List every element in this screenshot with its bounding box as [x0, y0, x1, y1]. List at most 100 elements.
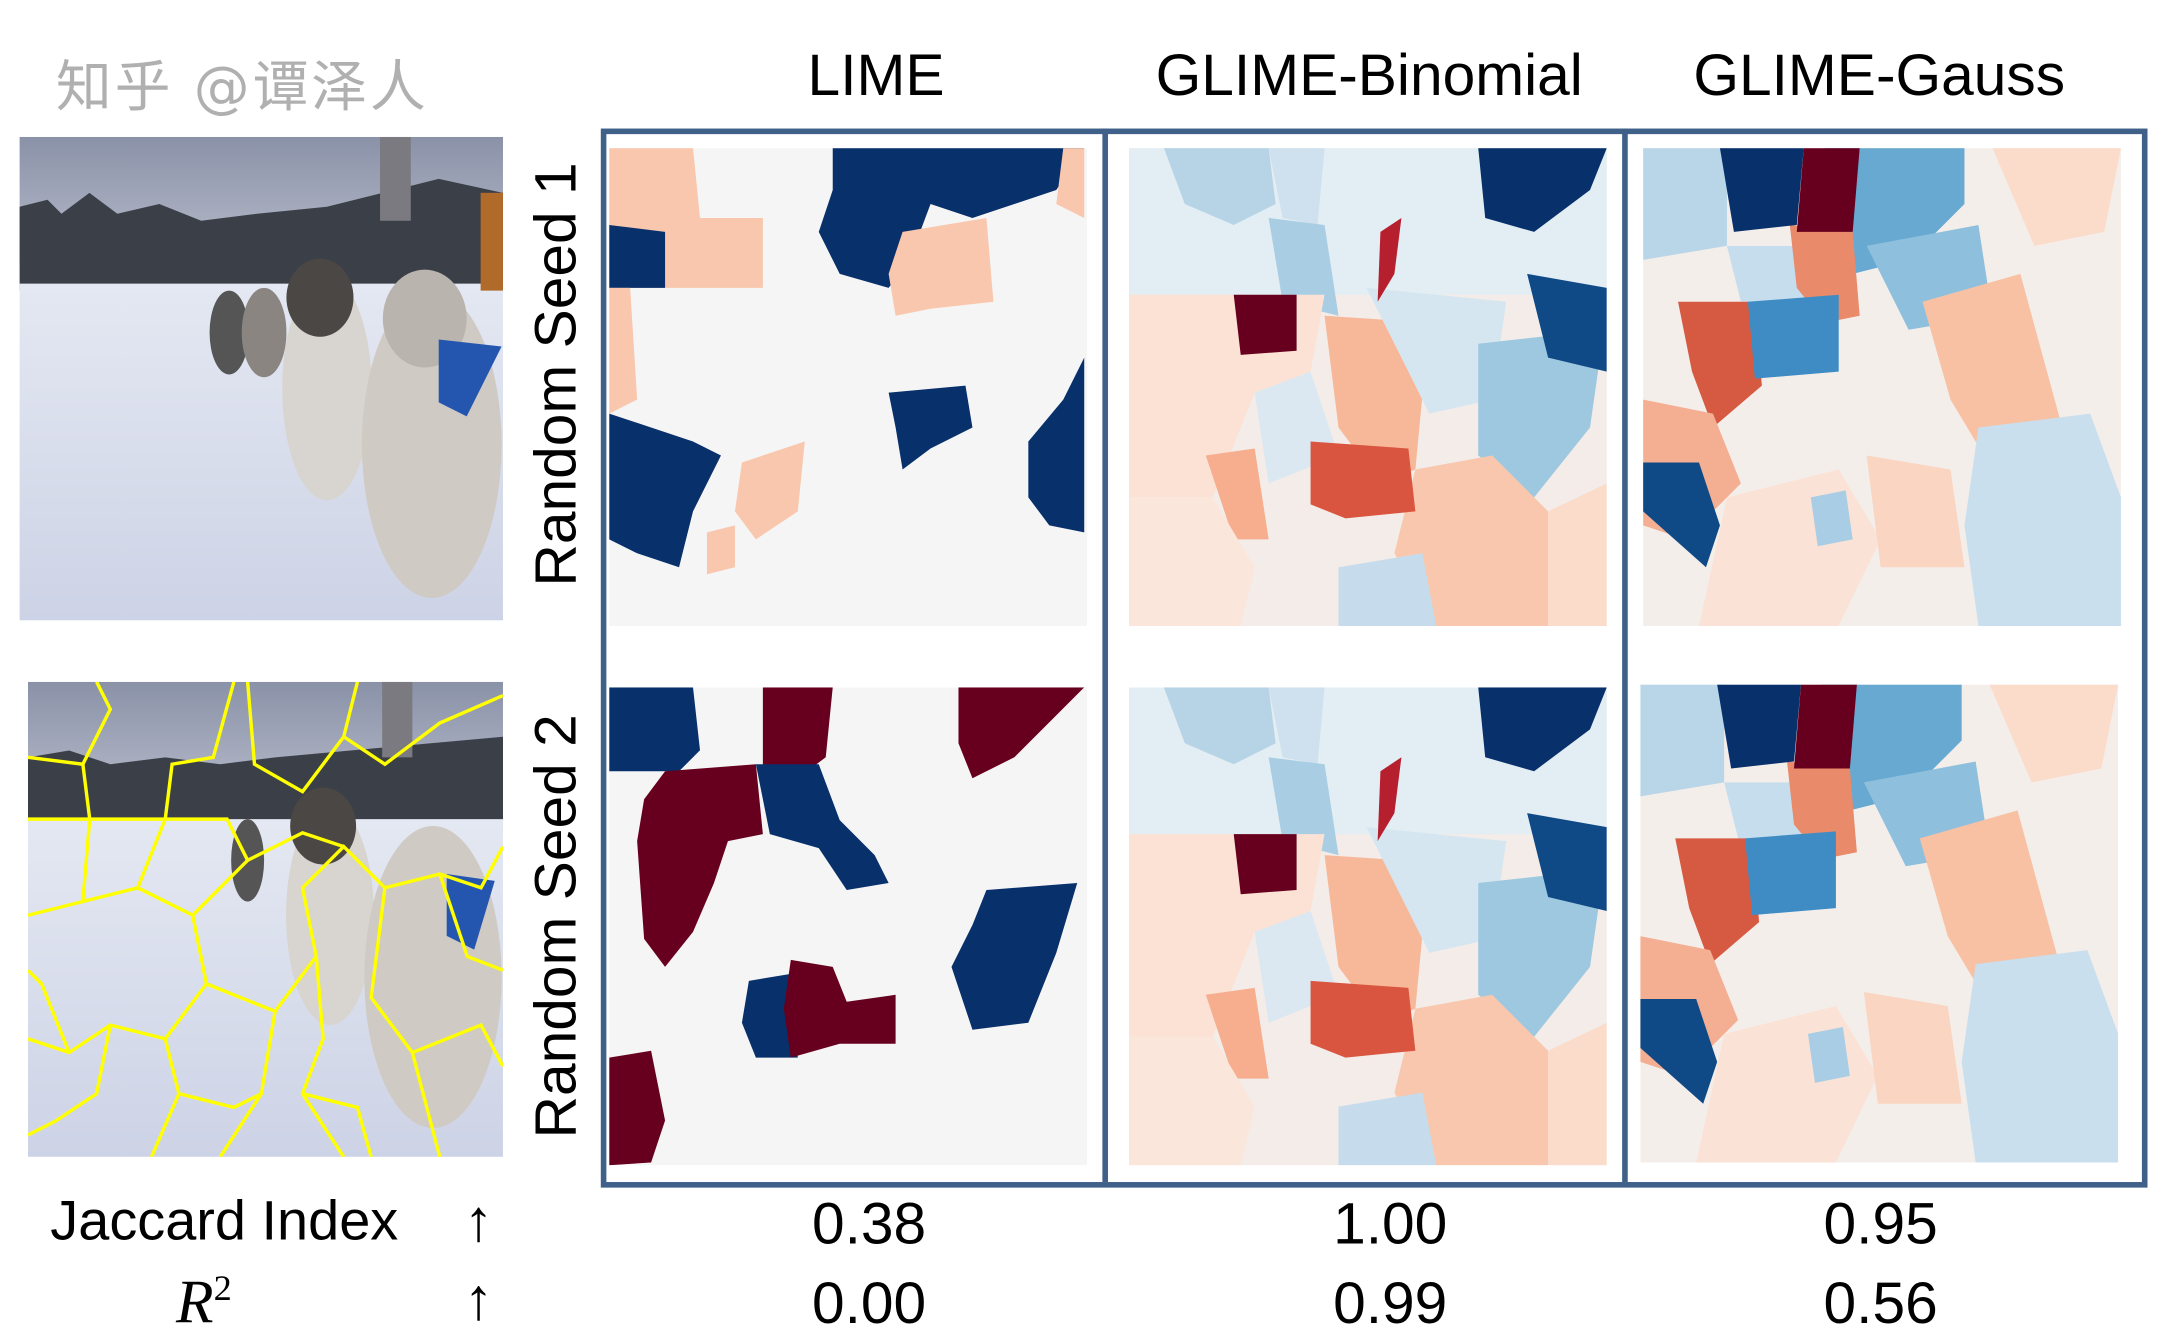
superpixel-region — [888, 217, 994, 316]
superpixel-region — [609, 287, 638, 414]
jaccard-index-label: Jaccard Index — [50, 1190, 399, 1252]
r-squared-exponent: 2 — [213, 1267, 232, 1309]
glime-binomial-seed-1-heatmap — [1128, 148, 1607, 626]
superpixel-region — [1964, 413, 2121, 626]
superpixel-region — [609, 687, 700, 772]
superpixel-region — [1961, 950, 2119, 1163]
superpixel-region — [1366, 287, 1507, 414]
superpixel-region — [1233, 294, 1297, 355]
superpixel-region — [1338, 1092, 1437, 1166]
superpixel-region — [1745, 831, 1836, 916]
superpixel-region — [1478, 869, 1604, 1037]
watermark: 知乎 @谭泽人 — [55, 55, 429, 121]
superpixel-region — [1794, 684, 1857, 769]
superpixel-region — [1377, 217, 1402, 302]
jaccard-glime-binomial: 1.00 — [1333, 1190, 1448, 1257]
column-divider — [1622, 128, 1628, 1183]
superpixel-region — [706, 525, 735, 575]
superpixel-region — [1028, 357, 1085, 533]
superpixel-region — [783, 959, 896, 1058]
r-squared-label: R2 — [176, 1266, 232, 1337]
superpixel-region — [1717, 684, 1801, 769]
superpixel-region — [1527, 273, 1607, 372]
superpixel-region — [1866, 455, 1965, 568]
r2-glime-binomial: 0.99 — [1333, 1270, 1448, 1336]
glime-gauss-seed-1-heatmap — [1643, 148, 2121, 626]
superpixel-region — [1548, 483, 1607, 626]
superpixel-region — [1821, 684, 1962, 811]
r2-lime: 0.00 — [811, 1270, 927, 1336]
superpixel-region — [1377, 757, 1402, 842]
superpixel-region — [1205, 448, 1269, 540]
superpixel-region — [1643, 148, 1727, 260]
column-divider — [1102, 128, 1108, 1183]
superpixel-region — [1922, 273, 2063, 470]
superpixel-region — [741, 973, 798, 1058]
superpixel-region — [609, 224, 666, 288]
superpixel-region — [1796, 148, 1860, 232]
superpixel-region — [1824, 148, 1965, 274]
superpixel-region — [1233, 834, 1297, 895]
input-image-superpixels — [27, 681, 503, 1157]
jaccard-lime: 0.38 — [811, 1190, 927, 1257]
superpixel-region — [1163, 148, 1276, 225]
superpixel-region — [1205, 987, 1269, 1079]
r2-glime-gauss: 0.56 — [1823, 1270, 1938, 1336]
superpixel-region — [1478, 329, 1604, 498]
superpixel-region — [1394, 455, 1549, 626]
superpixel-region — [888, 385, 973, 470]
superpixel-region — [609, 413, 721, 568]
arrow-up-icon: ↑ — [463, 1265, 494, 1332]
superpixel-region — [1640, 998, 1718, 1104]
superpixel-region — [762, 687, 833, 779]
superpixel-region — [1678, 301, 1762, 428]
superpixel-region — [1527, 813, 1607, 911]
superpixel-region — [637, 764, 763, 967]
superpixel-region — [1338, 553, 1437, 626]
glime-binomial-seed-2-heatmap — [1128, 687, 1607, 1166]
lime-seed-2-heatmap — [609, 687, 1088, 1166]
column-header-glime-gauss: GLIME-Gauss — [1693, 41, 2066, 108]
superpixel-region — [1394, 994, 1549, 1166]
superpixel-region — [1366, 827, 1507, 953]
row-label-seed-1: Random Seed 1 — [522, 162, 589, 587]
superpixel-region — [1478, 148, 1607, 232]
arrow-up-icon: ↑ — [463, 1187, 494, 1254]
superpixel-region — [1640, 684, 1725, 797]
superpixel-region — [1992, 148, 2121, 246]
superpixel-boundaries — [27, 681, 503, 1157]
superpixel-region — [609, 1050, 666, 1166]
results-frame — [600, 128, 2148, 1188]
r-squared-symbol: R — [176, 1267, 214, 1336]
superpixel-region — [1919, 810, 2060, 1006]
superpixel-region — [1310, 441, 1416, 519]
column-header-lime: LIME — [807, 41, 945, 108]
superpixel-region — [951, 883, 1078, 1030]
superpixel-region — [1747, 294, 1839, 379]
superpixel-region — [818, 148, 1085, 288]
superpixel-region — [1478, 687, 1607, 772]
superpixel-region — [1268, 217, 1339, 316]
column-header-glime-binomial: GLIME-Binomial — [1155, 41, 1583, 108]
superpixel-region — [1268, 757, 1339, 856]
superpixel-region — [1128, 1036, 1255, 1166]
superpixel-region — [1268, 148, 1325, 225]
superpixel-region — [1268, 687, 1325, 765]
superpixel-region — [958, 687, 1085, 779]
superpixel-region — [1128, 497, 1255, 626]
row-label-seed-2: Random Seed 2 — [522, 714, 589, 1139]
input-image — [19, 136, 503, 621]
superpixel-region — [734, 441, 805, 540]
superpixel-region — [1163, 687, 1276, 765]
superpixel-region — [1810, 490, 1853, 547]
superpixel-region — [1548, 1022, 1607, 1166]
superpixel-region — [1989, 684, 2119, 783]
superpixel-region — [1643, 462, 1720, 568]
lime-seed-1-heatmap — [609, 148, 1088, 626]
superpixel-region — [1807, 1026, 1850, 1083]
superpixel-region — [1310, 980, 1416, 1058]
glime-gauss-seed-2-heatmap — [1640, 684, 2119, 1163]
superpixel-region — [1675, 838, 1760, 965]
superpixel-region — [1863, 992, 1962, 1104]
